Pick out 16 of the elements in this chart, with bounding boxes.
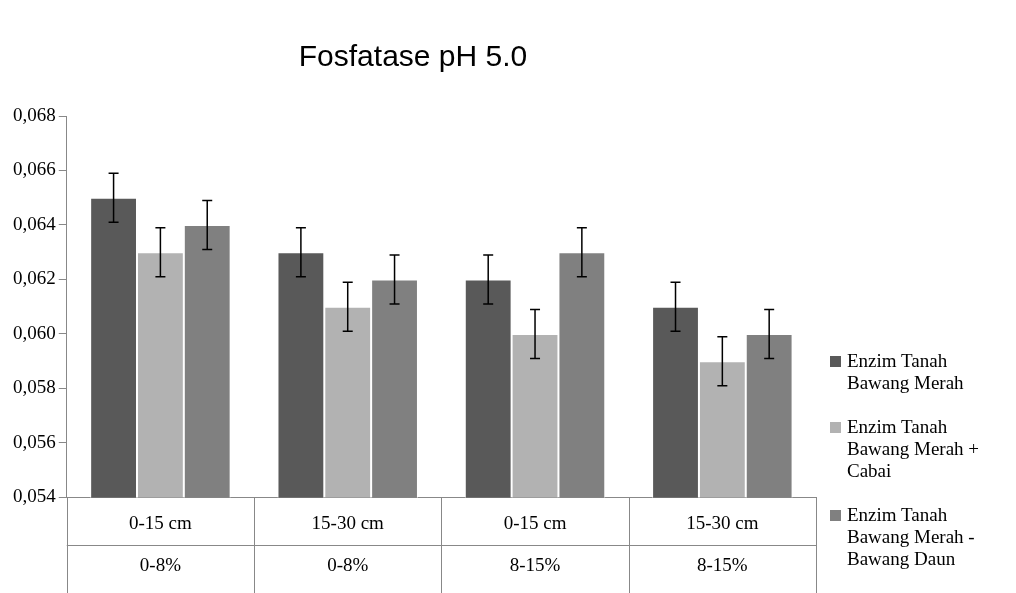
y-tick-label: 0,066 <box>13 158 56 180</box>
y-tick-label: 0,068 <box>13 103 56 125</box>
x-tick-label: 0-15 cm 8-15% <box>503 512 567 576</box>
chart-title: Fosfatase pH 5.0 <box>298 39 528 73</box>
x-tick-label: 15-30 cm 0-8% <box>311 512 385 576</box>
y-tick-label: 0,054 <box>13 485 57 507</box>
legend-label: Enzim Tanah Bawang Merah <box>847 350 965 394</box>
y-tick-label: 0,058 <box>13 376 56 398</box>
y-tick-label: 0,060 <box>13 321 56 343</box>
legend-label: Enzim Tanah Bawang Merah + Cabai <box>847 416 981 482</box>
y-tick-label: 0,064 <box>13 212 57 234</box>
x-tick-label: 0-15 cm 0-8% <box>129 512 193 576</box>
x-tick-label: 15-30 cm 8-15% <box>686 512 759 576</box>
y-tick-label: 0,056 <box>13 430 56 452</box>
y-tick-label: 0,062 <box>13 267 56 289</box>
legend-label: Enzim Tanah Bawang Merah - Bawang Daun <box>847 504 976 570</box>
